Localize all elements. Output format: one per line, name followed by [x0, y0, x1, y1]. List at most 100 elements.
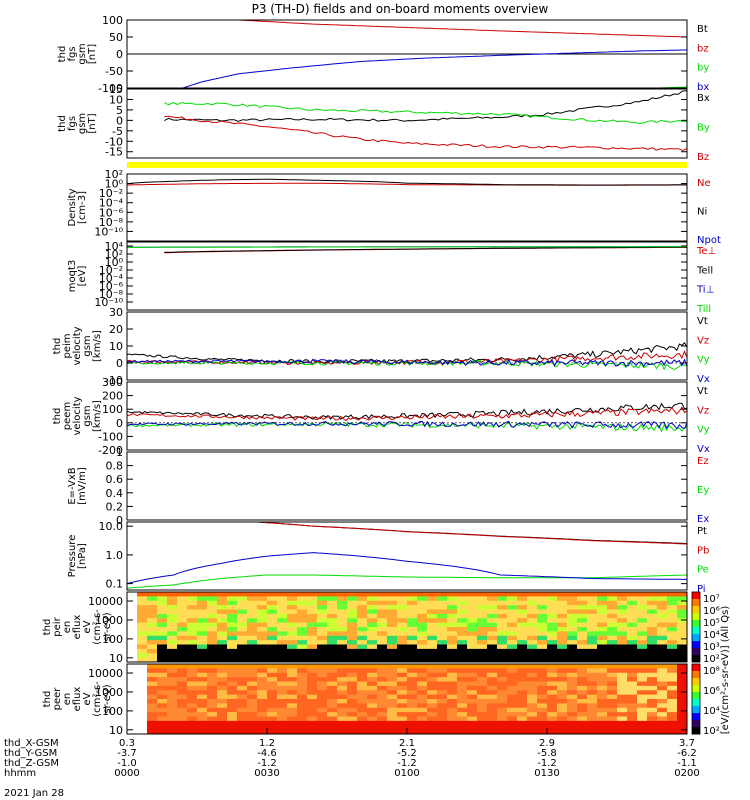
series-line-7-0 — [257, 522, 687, 544]
series-line-7-1 — [257, 522, 687, 545]
legend-entry: Npot — [697, 235, 721, 246]
legend-entry: Ti⊥ — [696, 285, 714, 296]
y-axis-label: sr-eV) — [102, 684, 113, 713]
panel-6: 10.80.60.40.20 E=-VxB [mV/m] Ez Ey Ex — [67, 446, 709, 527]
legend-entry: Pe — [697, 565, 709, 576]
series-line-3-1 — [164, 246, 687, 253]
y-axis-label: fgs — [67, 116, 78, 131]
x-tick-label: -1.2 — [537, 758, 557, 769]
y-tick-label: 10000 — [88, 595, 123, 608]
legend-entry: Vt — [697, 316, 708, 327]
y-tick-label: 0.1 — [106, 578, 124, 591]
y-tick-label: 0 — [116, 357, 123, 370]
y-axis-label: en — [62, 621, 73, 634]
y-axis-label: peir — [52, 616, 63, 636]
x-tick-label: 2.9 — [539, 738, 555, 749]
panel-frame-5 — [126, 381, 688, 451]
legend-entry: By — [697, 123, 710, 134]
y-axis-label: [nT] — [87, 44, 98, 64]
y-tick-label: 1000 — [95, 614, 123, 627]
panel-4: 30 20 10 0 -10 thd peim velocity gsm [km/s] Vt Vz Vy… — [52, 306, 710, 387]
panel-frame-4 — [126, 311, 688, 381]
y-tick-label: 10⁻⁶ — [99, 206, 124, 219]
y-tick-label: 10⁻⁶ — [99, 280, 124, 293]
x-tick-label: 1.2 — [259, 738, 275, 749]
y-tick-label: -10 — [105, 374, 123, 387]
y-axis-label: (cm²-s- — [92, 609, 103, 645]
y-axis-label: gsm — [82, 335, 93, 356]
x-tick-label: -1.2 — [257, 758, 277, 769]
y-axis-label: eV — [82, 692, 93, 705]
y-axis-label: thd — [52, 338, 63, 355]
colorbar-label: [eV/(cm²-s-sr-eV)] (All Qs) — [720, 606, 731, 735]
y-axis-label: [nPa] — [77, 543, 88, 569]
y-tick-label: 0.6 — [106, 473, 124, 486]
y-tick-label: 10⁻⁸ — [99, 216, 124, 229]
panel-frame-3 — [126, 241, 688, 311]
y-axis-label: thd — [57, 46, 68, 63]
series-line-1-0 — [164, 90, 687, 122]
x-tick-label: 0030 — [254, 768, 279, 779]
legend-entry: Pi — [697, 584, 706, 595]
y-tick-label: 10⁻⁸ — [99, 288, 124, 301]
x-row-label: hhmm — [4, 768, 36, 779]
y-axis-label: peim — [62, 333, 73, 358]
legend-entry: bx — [697, 82, 709, 93]
series-line-4-2 — [127, 360, 687, 371]
series-line-4-0 — [127, 341, 687, 364]
legend-entry: Vt — [697, 386, 708, 397]
x-tick-label: -4.6 — [257, 748, 277, 759]
legend-entry: Vy — [697, 425, 710, 436]
y-tick-label: -10 — [105, 135, 123, 148]
colorbar-tick-label: 10⁸ — [703, 666, 720, 677]
x-tick-label: 0100 — [394, 768, 419, 779]
legend-entry: Pb — [697, 545, 709, 556]
series-line-4-3 — [127, 358, 687, 368]
x-tick-label: -5.2 — [397, 748, 417, 759]
colorbar-tick-label: 10² — [703, 726, 720, 737]
date-label: 2021 Jan 28 — [4, 788, 64, 799]
series-line-1-2 — [164, 115, 687, 152]
panel-9: 10000 1000 100 10 thd peer en eflux eV (cm²-s-sr-… — [42, 663, 720, 737]
series-line-7-3 — [127, 552, 687, 585]
y-tick-label: 10⁻⁴ — [99, 272, 124, 285]
y-tick-label: 10² — [105, 248, 123, 261]
x-tick-label: -1.1 — [677, 758, 697, 769]
y-tick-label: 1000 — [95, 686, 123, 699]
x-tick-label: 0200 — [674, 768, 699, 779]
panel-frame-7 — [126, 521, 688, 591]
x-row-label: thd_Y-GSM — [4, 748, 57, 759]
colorbar-tick-label: 10⁶ — [703, 686, 720, 697]
series-line-2-1 — [127, 178, 687, 186]
x-tick-label: -5.8 — [537, 748, 557, 759]
legend-entry: Vy — [697, 355, 710, 366]
legend-entry: bz — [697, 43, 709, 54]
series-line-0-3 — [182, 49, 687, 88]
y-axis-label: thd — [42, 619, 53, 636]
y-tick-label: -100 — [98, 430, 123, 443]
legend-entry: Ez — [697, 456, 709, 467]
colorbar-tick-label: 10⁵ — [703, 618, 720, 629]
y-axis-label: (cm²-s- — [92, 681, 103, 717]
y-tick-label: 10⁻⁴ — [99, 197, 124, 210]
y-tick-label: -5 — [112, 125, 123, 138]
y-axis-label: gsm — [77, 113, 88, 134]
y-tick-label: 300 — [102, 376, 123, 389]
panel-7: 10.0 1.0 0.1 Pressure [nPa] Pt Pb Pe Pi — [67, 520, 709, 595]
panel-frame-1 — [126, 88, 688, 159]
x-row-label: thd_X-GSM — [4, 738, 59, 749]
series-line-1-1 — [164, 101, 687, 125]
legend-entry: Ni — [697, 207, 707, 218]
series-line-3-3 — [127, 246, 687, 248]
y-tick-label: 30 — [109, 306, 123, 319]
y-tick-label: 0 — [116, 114, 123, 127]
legend-entry: Vx — [697, 374, 710, 385]
y-tick-label: -100 — [98, 82, 123, 95]
y-axis-label: [eV] — [77, 266, 88, 287]
panel-frame-8 — [126, 591, 688, 663]
y-tick-label: 0 — [116, 417, 123, 430]
y-tick-label: 10 — [109, 340, 123, 353]
